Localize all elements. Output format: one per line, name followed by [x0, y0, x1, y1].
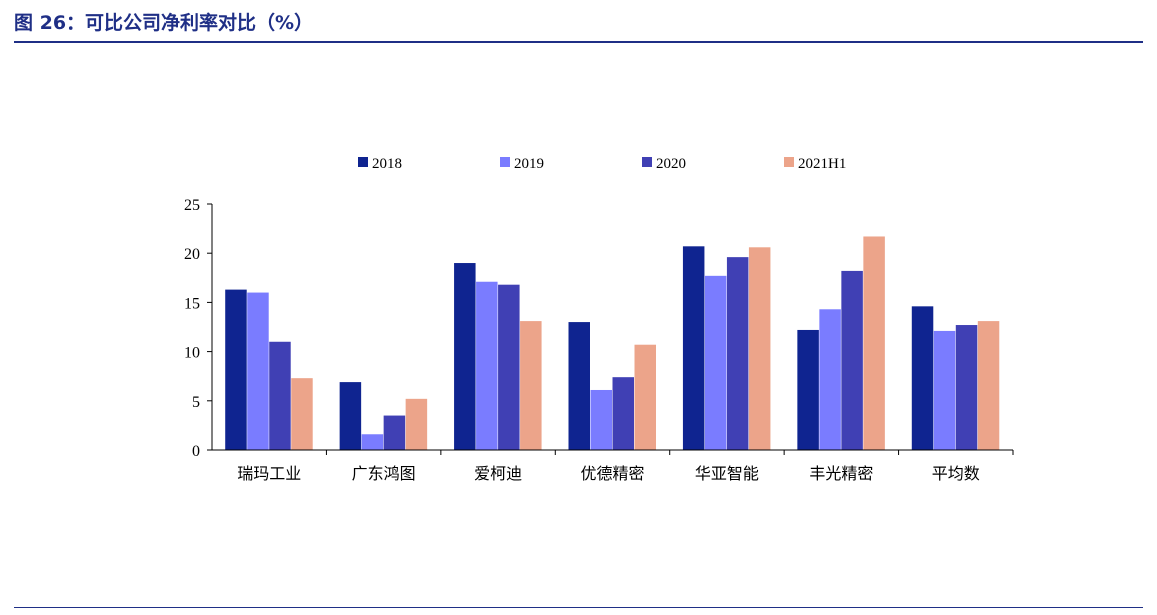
- legend-swatch: [784, 157, 794, 167]
- x-category-label: 平均数: [932, 464, 980, 483]
- bar-2018-6: [911, 306, 934, 450]
- bar-2021H1-1: [405, 398, 428, 450]
- bar-2019-1: [361, 434, 384, 450]
- y-tick-label: 10: [184, 345, 200, 362]
- bar-2020-2: [498, 284, 520, 450]
- legend-label: 2018: [372, 156, 402, 172]
- chart-legend: 2018 2019 2020 2021H1: [358, 156, 846, 172]
- x-category-label: 华亚智能: [695, 464, 759, 483]
- y-axis: 0 5 10 15 20 25: [184, 197, 213, 460]
- legend-label: 2020: [656, 156, 686, 172]
- bar-2019-6: [933, 330, 956, 450]
- legend-swatch: [642, 157, 652, 167]
- bar-2018-5: [797, 329, 819, 450]
- bar-2020-3: [612, 377, 634, 450]
- bar-2020-1: [383, 415, 406, 450]
- x-category-label: 爱柯迪: [474, 464, 522, 483]
- footer-rule: [14, 607, 1143, 608]
- x-category-label: 广东鸿图: [352, 464, 416, 483]
- x-category-label: 优德精密: [580, 464, 644, 483]
- bar-2018-1: [339, 382, 362, 450]
- y-tick-label: 5: [192, 394, 200, 411]
- bar-2020-0: [269, 341, 291, 450]
- bar-2018-3: [568, 322, 590, 450]
- bar-2021H1-6: [977, 321, 1000, 450]
- title-underline: [14, 41, 1143, 43]
- bar-2019-5: [819, 309, 841, 450]
- bar-2018-2: [454, 263, 476, 450]
- bar-2019-0: [247, 292, 269, 450]
- x-axis: 瑞玛工业 广东鸿图 爱柯迪 优德精密 华亚智能 丰光精密 平均数: [212, 449, 1014, 483]
- bar-2021H1-4: [748, 247, 771, 450]
- legend-swatch: [358, 157, 368, 167]
- bar-2020-6: [955, 325, 978, 450]
- bar-2018-0: [225, 289, 247, 450]
- bar-2021H1-5: [863, 236, 885, 450]
- bar-series-group: [225, 236, 1000, 450]
- figure-title: 图 26：可比公司净利率对比（%）: [14, 12, 314, 34]
- bar-2021H1-2: [520, 321, 542, 450]
- y-tick-label: 0: [192, 443, 200, 460]
- bar-2019-3: [590, 389, 612, 450]
- y-tick-label: 20: [184, 246, 200, 263]
- x-category-label: 瑞玛工业: [237, 464, 301, 483]
- bar-2021H1-3: [634, 344, 656, 450]
- bar-2020-4: [726, 257, 749, 450]
- legend-label: 2021H1: [798, 156, 846, 172]
- y-tick-label: 15: [184, 295, 200, 312]
- bar-2019-2: [476, 281, 498, 450]
- bar-2020-5: [841, 270, 863, 450]
- legend-label: 2019: [514, 156, 544, 172]
- bar-2018-4: [682, 246, 705, 450]
- x-category-label: 丰光精密: [809, 464, 873, 483]
- bar-2021H1-0: [291, 378, 313, 450]
- y-tick-label: 25: [184, 197, 200, 214]
- legend-swatch: [500, 157, 510, 167]
- bar-2019-4: [704, 275, 727, 450]
